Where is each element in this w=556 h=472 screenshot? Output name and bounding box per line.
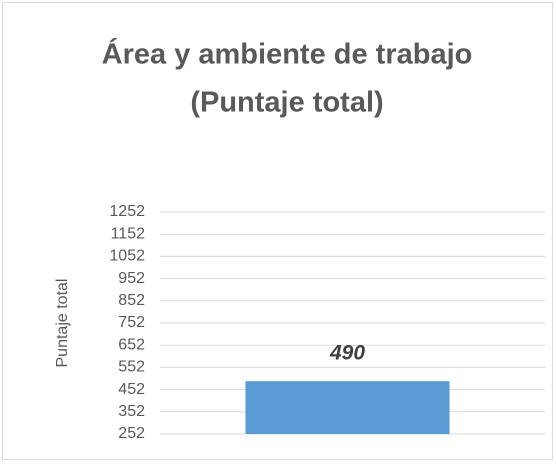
y-tick-label: 252 [118, 425, 145, 442]
y-tick-label: 1152 [111, 225, 146, 242]
data-label: 490 [329, 342, 365, 365]
y-tick-label: 1052 [109, 248, 145, 265]
y-axis-title: Puntaje total [54, 279, 71, 368]
bar [245, 381, 450, 434]
y-tick-label: 852 [118, 292, 145, 309]
y-tick-label: 552 [118, 359, 145, 376]
y-tick-label: 1252 [109, 203, 145, 220]
y-tick-label: 352 [118, 403, 145, 420]
y-tick-label: 752 [118, 314, 145, 331]
y-tick-label: 452 [118, 381, 145, 398]
chart-title: (Puntaje total) [190, 87, 383, 119]
chart-title: Área y ambiente de trabajo [102, 37, 473, 71]
y-tick-label: 652 [118, 336, 145, 353]
y-tick-label: 952 [118, 270, 145, 287]
